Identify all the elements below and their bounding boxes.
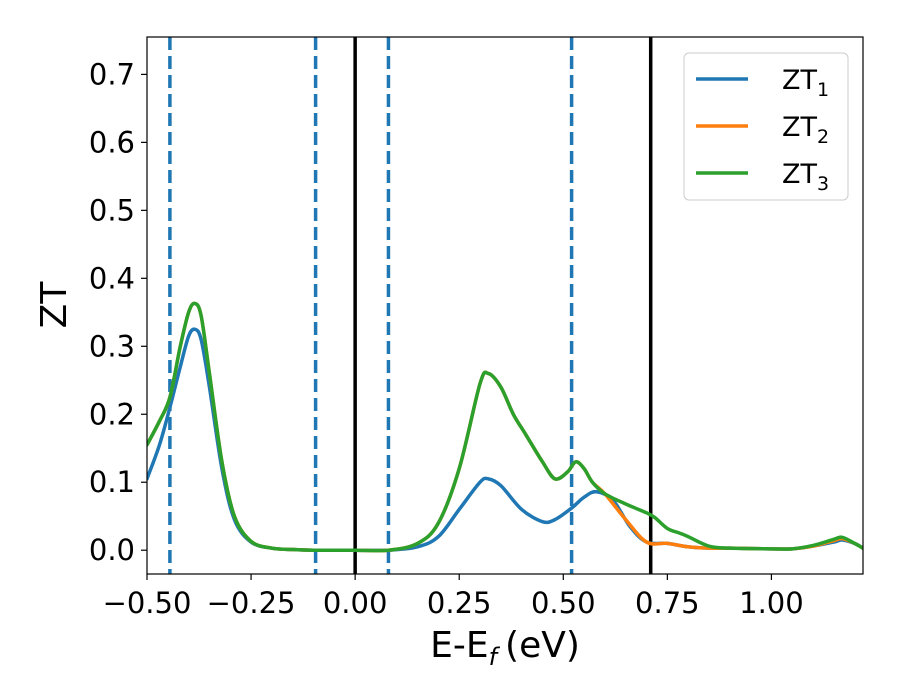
y-tick-label: 0.5: [89, 193, 135, 227]
x-tick-label: 0.00: [323, 586, 388, 620]
y-tick-label: 0.4: [89, 261, 135, 295]
x-axis-title-unit: (eV): [505, 625, 580, 666]
x-axis: −0.50 −0.25 0.00 0.25 0.50 0.75 1.00: [103, 574, 804, 620]
legend-label-2: ZT2: [782, 112, 829, 148]
reference-lines: [168, 37, 653, 574]
x-tick-label: 0.50: [531, 586, 596, 620]
x-tick-label: 0.75: [635, 586, 700, 620]
series-line-3: [147, 301, 863, 553]
y-tick-label: 0.3: [89, 329, 135, 363]
series-line-1: [147, 327, 863, 553]
y-axis-title: ZT: [34, 281, 75, 329]
plot-frame: [146, 36, 864, 575]
x-tick-label: −0.25: [207, 586, 296, 620]
legend: ZT1 ZT2 ZT3: [683, 52, 849, 201]
y-tick-label: 0.7: [89, 57, 135, 91]
y-tick-label: 0.1: [89, 465, 135, 499]
series-layer: [147, 301, 863, 553]
x-axis-title: E-Ef (eV): [430, 625, 580, 671]
y-tick-label: 0.2: [89, 397, 135, 431]
y-axis: 0.0 0.1 0.2 0.3 0.4 0.5 0.6 0.7: [89, 57, 147, 567]
legend-label-3: ZT3: [782, 159, 829, 195]
x-tick-label: 1.00: [739, 586, 804, 620]
x-axis-title-main: E-E: [430, 625, 488, 666]
x-tick-label: 0.25: [427, 586, 492, 620]
legend-box: [683, 52, 849, 201]
y-tick-label: 0.6: [89, 125, 135, 159]
series-line-2: [147, 301, 863, 553]
y-tick-label: 0.0: [89, 533, 135, 567]
x-tick-label: −0.50: [103, 586, 192, 620]
legend-label-1: ZT1: [782, 65, 829, 101]
x-axis-title-subscript: f: [489, 643, 501, 671]
